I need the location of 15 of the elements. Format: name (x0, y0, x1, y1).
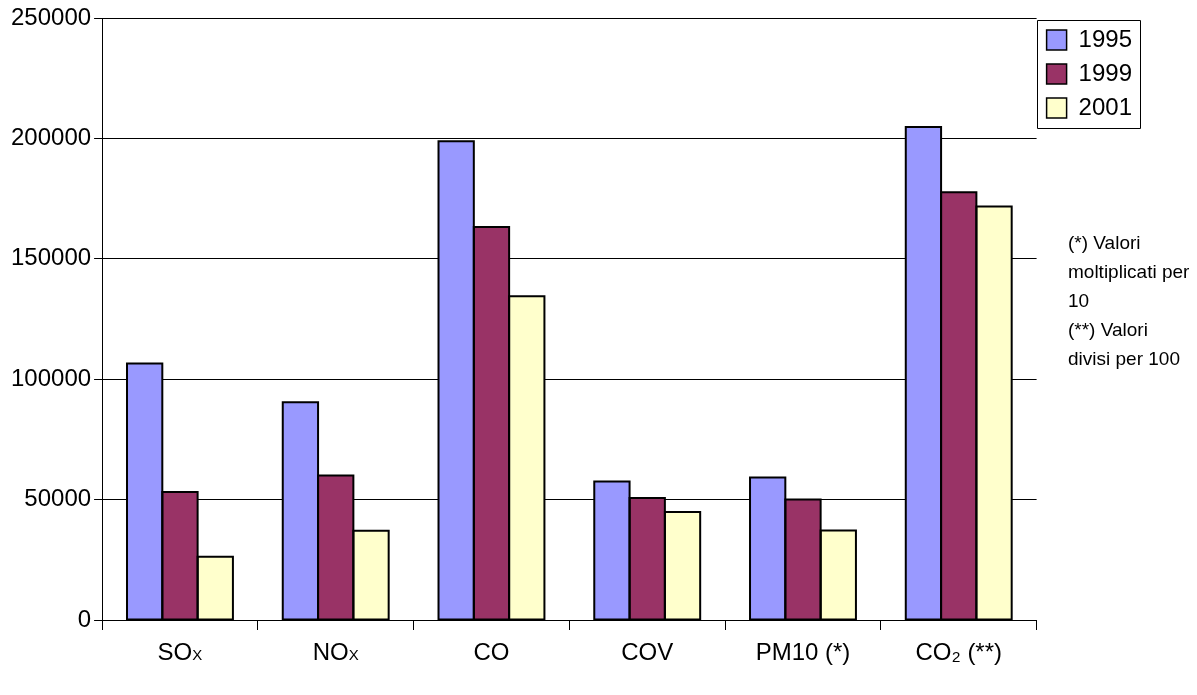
x-tick-label: PM10 (*) (755, 638, 851, 666)
legend-label: 1999 (1078, 58, 1132, 86)
y-tick-label: 250000 (10, 2, 92, 30)
y-tick-label: 50000 (24, 484, 92, 512)
y-tick-label: 0 (77, 604, 92, 632)
y-tick-label: 200000 (10, 123, 92, 151)
text: (*) Valori moltiplicati per 10 (1068, 231, 1190, 313)
legend-label: 1995 (1078, 24, 1132, 52)
y-tick-label: 150000 (10, 243, 92, 271)
x-tick-label: CO (473, 638, 510, 666)
legend-label: 2001 (1078, 92, 1132, 120)
text: (**) Valori divisi per 100 (1068, 318, 1181, 371)
x-tick-label: CO₂ (**) (915, 638, 1003, 666)
y-tick-label: 100000 (10, 363, 92, 391)
x-tick-label: COV (621, 638, 674, 666)
